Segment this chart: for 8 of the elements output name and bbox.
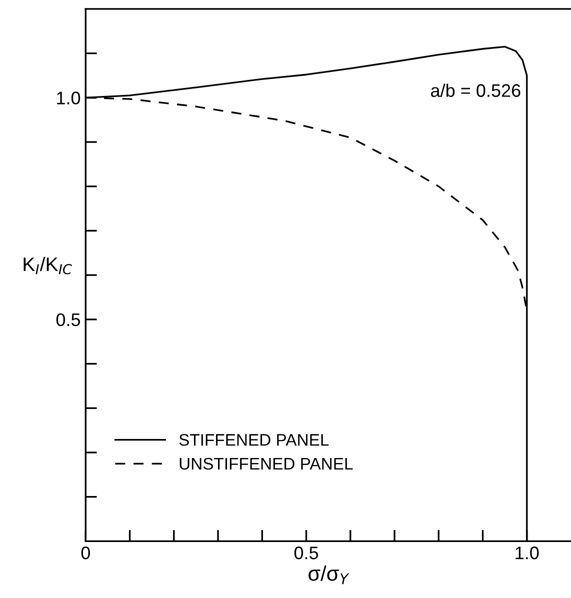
legend-label: UNSTIFFENED PANEL: [180, 458, 353, 470]
x-tick-label: 1.0: [516, 546, 539, 560]
y-axis-title: K$_{I}$/K$_{IC}$: [24, 256, 72, 274]
x-tick-label: 0: [81, 546, 90, 560]
annotation: a/b = 0.526: [431, 84, 520, 97]
x-tick-label: 0.5: [294, 546, 318, 560]
x-axis-title: σ/σ$_{Y}$: [308, 566, 350, 584]
legend-label: STIFFENED PANEL: [179, 434, 329, 446]
